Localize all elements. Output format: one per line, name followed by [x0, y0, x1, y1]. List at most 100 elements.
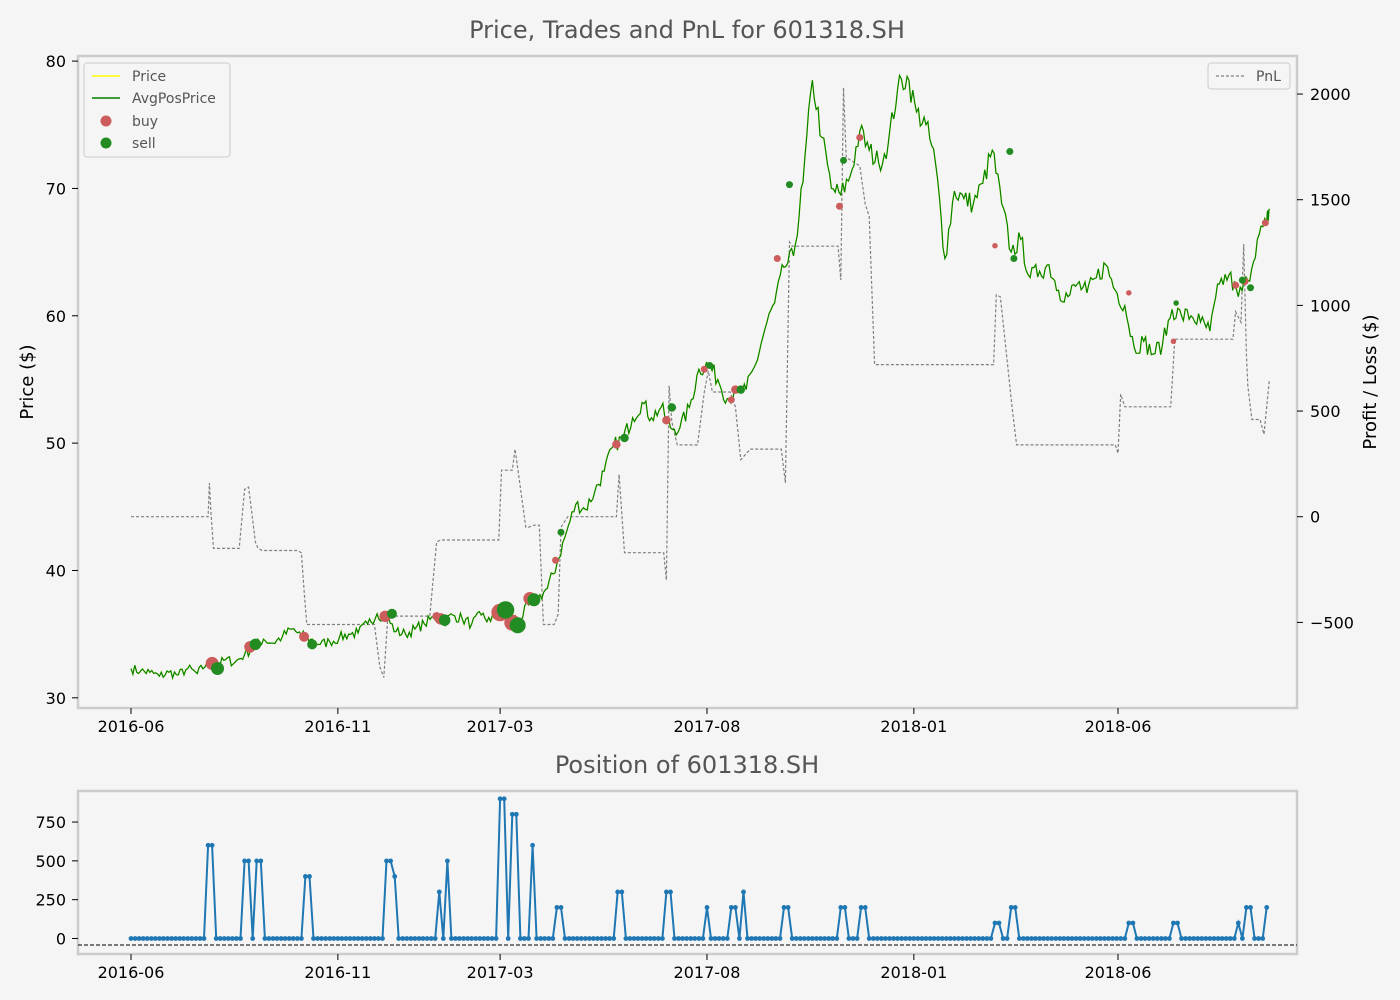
- position-point: [1061, 936, 1067, 941]
- position-point: [161, 936, 166, 941]
- position-point: [1025, 936, 1030, 941]
- position-point: [1256, 936, 1261, 941]
- position-point: [939, 936, 945, 941]
- price-x-tick-label: 2018-01: [880, 717, 947, 736]
- buy-marker: [992, 242, 998, 249]
- price-x-tick-label: 2016-11: [304, 717, 371, 736]
- position-point: [769, 936, 775, 941]
- position-point: [331, 936, 337, 941]
- position-point: [964, 936, 969, 941]
- position-point: [720, 936, 726, 941]
- position-point: [1227, 936, 1233, 941]
- position-point: [258, 858, 264, 864]
- position-point: [376, 936, 381, 941]
- position-point: [1000, 936, 1006, 941]
- position-point: [469, 936, 475, 941]
- position-point: [911, 936, 917, 941]
- position-point: [562, 936, 568, 941]
- position-point: [773, 936, 779, 941]
- pnl-line: [131, 87, 1270, 678]
- position-point: [578, 936, 584, 941]
- position-point: [1077, 936, 1083, 941]
- position-point: [923, 936, 929, 941]
- position-y-tick-label: 0: [56, 929, 66, 948]
- position-point: [449, 936, 454, 941]
- position-point: [440, 936, 446, 941]
- position-point: [797, 936, 803, 941]
- position-point: [420, 936, 426, 941]
- position-point: [586, 936, 592, 941]
- position-y-tick-label: 250: [35, 891, 66, 910]
- position-point: [781, 905, 787, 910]
- position-point: [976, 936, 982, 941]
- position-point: [728, 905, 734, 910]
- position-point: [680, 936, 685, 941]
- position-point: [1219, 936, 1225, 941]
- position-point: [623, 936, 629, 941]
- price-x-tick-label: 2016-06: [98, 717, 165, 736]
- position-point: [988, 936, 994, 941]
- position-point: [956, 936, 961, 941]
- position-point: [274, 936, 280, 941]
- price-legend: Price AvgPosPrice buy sell: [83, 62, 231, 158]
- position-point: [457, 936, 462, 941]
- position-point: [992, 920, 998, 926]
- position-point: [1114, 936, 1119, 941]
- position-point: [947, 936, 953, 941]
- position-point: [230, 936, 235, 941]
- buy-marker: [1170, 338, 1177, 344]
- position-point: [700, 936, 706, 941]
- position-point: [201, 936, 207, 941]
- sell-marker: [527, 593, 541, 607]
- position-point: [246, 858, 252, 864]
- position-y-tick-label: 750: [35, 813, 66, 832]
- price-legend-box: [83, 62, 231, 158]
- position-point: [193, 936, 199, 941]
- position-point: [793, 936, 799, 941]
- price-axes: 2016-06 2016-11 2017-03 2017-08 2018-01 2018-…: [46, 52, 1354, 736]
- position-point: [315, 936, 320, 941]
- sell-marker: [1006, 148, 1014, 156]
- position-point: [372, 936, 377, 941]
- position-point: [1223, 936, 1229, 941]
- position-point: [724, 936, 730, 941]
- position-point: [278, 936, 284, 941]
- pnl-y-tick-label: 1500: [1310, 191, 1351, 210]
- position-point: [907, 936, 913, 941]
- pnl-y-axis-label: Profit / Loss ($): [1360, 314, 1381, 449]
- position-point: [1053, 936, 1059, 941]
- position-point: [696, 936, 702, 941]
- position-point: [1134, 936, 1140, 941]
- position-point: [980, 936, 986, 941]
- position-point: [708, 936, 714, 941]
- position-x-tick-label: 2016-11: [304, 963, 371, 982]
- position-point: [745, 936, 750, 941]
- position-point: [931, 936, 937, 941]
- position-point: [359, 936, 365, 941]
- position-point: [830, 936, 836, 941]
- position-point: [1162, 936, 1168, 941]
- position-point: [396, 936, 402, 941]
- position-point: [887, 936, 892, 941]
- position-point: [1085, 936, 1091, 941]
- legend-avgposprice-label: AvgPosPrice: [132, 91, 216, 107]
- position-point: [343, 936, 349, 941]
- position-point: [777, 936, 783, 941]
- position-point: [266, 936, 272, 941]
- position-point: [384, 858, 389, 864]
- position-point: [858, 905, 864, 910]
- position-point: [157, 936, 162, 941]
- position-point: [1235, 920, 1241, 926]
- legend-sell-swatch: [100, 137, 112, 149]
- position-point: [1069, 936, 1075, 941]
- position-point: [850, 936, 856, 941]
- position-point: [684, 936, 690, 941]
- position-point: [534, 936, 539, 941]
- position-point: [741, 889, 746, 895]
- sell-marker: [1238, 276, 1246, 284]
- position-point: [542, 936, 548, 941]
- legend-buy-label: buy: [132, 114, 158, 130]
- position-point: [1118, 936, 1124, 941]
- position-point: [132, 936, 138, 941]
